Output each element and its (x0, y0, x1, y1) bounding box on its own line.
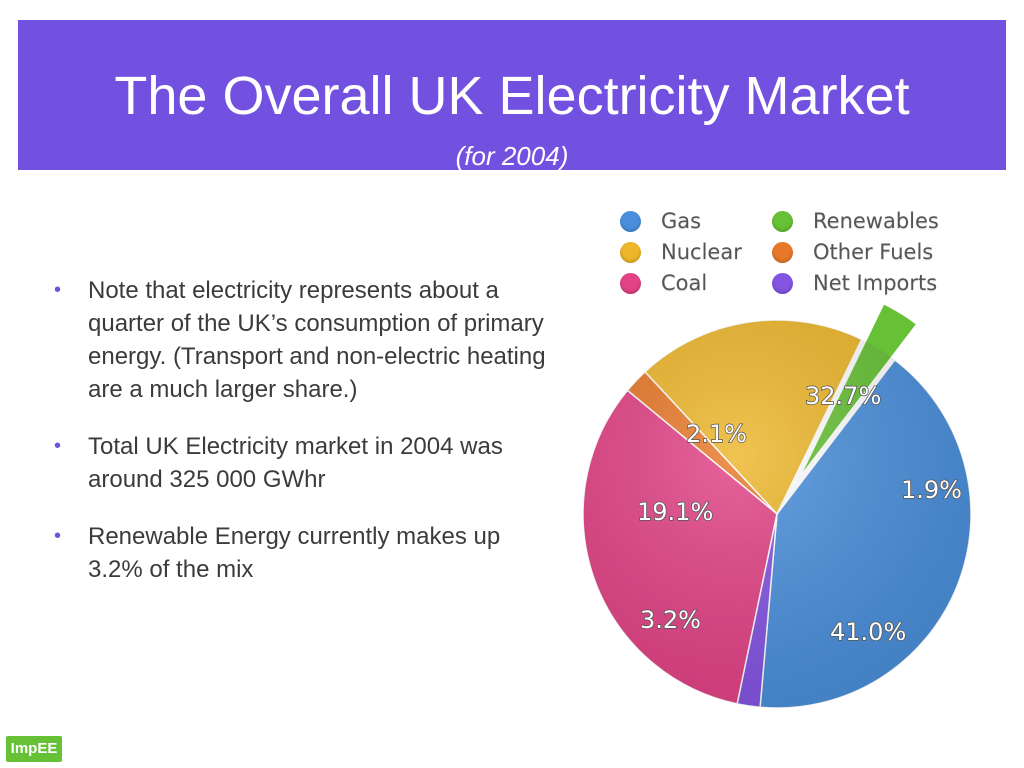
legend-label: Nuclear (661, 240, 742, 264)
page-subtitle: (for 2004) (455, 141, 569, 171)
bullet-text: Renewable Energy currently makes up 3.2%… (88, 523, 501, 583)
pie-chart: 41.0% 3.2% 19.1% 2.1% 32.7% 1.9% (582, 302, 972, 709)
legend-item-other-fuels: Other Fuels (772, 237, 933, 267)
bullet-text: Total UK Electricity market in 2004 was … (88, 433, 503, 493)
bullet-item: • Renewable Energy currently makes up 3.… (54, 520, 554, 586)
legend-swatch-icon (620, 210, 641, 232)
data-label-gas: 41.0% (830, 618, 906, 646)
bullet-list: • Note that electricity represents about… (54, 274, 554, 610)
bullet-item: • Note that electricity represents about… (54, 274, 554, 406)
legend-swatch-icon (620, 241, 641, 263)
chart-legend: Gas Nuclear Coal Renewables Other Fuels Net I… (620, 206, 960, 302)
data-label-net-imports: 1.9% (901, 476, 962, 504)
legend-swatch-icon (772, 210, 793, 232)
data-label-coal: 32.7% (805, 382, 881, 410)
title-banner: The Overall UK Electricity Market (for 2… (18, 20, 1006, 171)
legend-label: Renewables (813, 209, 939, 233)
data-label-nuclear: 19.1% (637, 498, 713, 526)
bullet-item: • Total UK Electricity market in 2004 wa… (54, 430, 554, 496)
impee-logo: ImpEE (6, 736, 62, 762)
legend-swatch-icon (620, 272, 641, 294)
legend-item-gas: Gas (620, 206, 701, 236)
data-label-renewables: 3.2% (640, 606, 701, 634)
legend-item-nuclear: Nuclear (620, 237, 742, 267)
legend-item-net-imports: Net Imports (772, 268, 937, 298)
legend-label: Gas (661, 209, 702, 233)
data-label-other-fuels: 2.1% (686, 420, 747, 448)
legend-swatch-icon (772, 241, 793, 263)
legend-item-coal: Coal (620, 268, 707, 298)
legend-label: Net Imports (813, 271, 938, 295)
legend-item-renewables: Renewables (772, 206, 939, 236)
bullet-text: Note that electricity represents about a… (88, 277, 546, 403)
legend-label: Coal (661, 271, 708, 295)
bullet-icon: • (54, 279, 62, 301)
legend-swatch-icon (772, 272, 793, 294)
bullet-icon: • (54, 435, 62, 457)
legend-label: Other Fuels (813, 240, 934, 264)
page-title: The Overall UK Electricity Market (114, 66, 910, 126)
bullet-icon: • (54, 525, 62, 547)
